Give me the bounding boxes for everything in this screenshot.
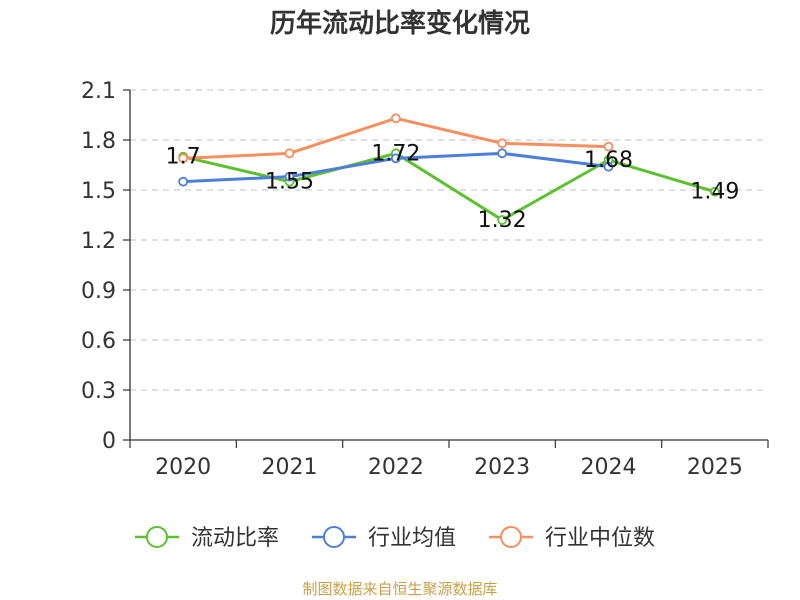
y-tick-label: 0 [102,429,116,454]
data-point [178,153,189,164]
data-point [603,141,614,152]
y-tick-label: 1.8 [81,129,116,154]
data-point [284,148,295,159]
x-tick-label: 2024 [581,455,637,480]
series-line-1 [182,151,716,222]
data-point [603,161,614,172]
x-tick-label: 2021 [262,455,318,480]
data-point [709,186,720,197]
source-note: 制图数据来自恒生聚源数据库 [302,580,497,598]
grid-lines [130,89,768,391]
legend-item-2[interactable]: 行业均值 [312,526,456,551]
data-point [497,215,508,225]
legend[interactable]: 流动比率 行业均值 行业中位数 [135,526,655,551]
data-label: 1.72 [371,141,420,166]
y-tick-label: 0.6 [81,329,116,354]
data-point [497,148,508,159]
legend-item-1[interactable]: 流动比率 [135,526,279,551]
legend-marker-icon [146,526,168,548]
data-label: 1.32 [478,208,527,233]
legend-label: 行业均值 [368,526,456,551]
data-label: 1.7 [166,145,201,170]
legend-label: 行业中位数 [545,526,655,551]
data-point [284,171,295,182]
legend-marker-icon [323,526,345,548]
axes: 0 0.3 0.6 0.9 1.2 1.5 1.8 2.1 2020 2021 2022 2023 20… [81,79,769,480]
data-point [497,138,508,149]
chart-title: 历年流动比率变化情况 [270,8,530,39]
y-tick-label: 0.9 [81,279,116,304]
y-tick-label: 1.2 [81,229,116,254]
x-tick-label: 2022 [368,455,424,480]
data-labels: 1.7 1.55 1.72 1.32 1.68 1.49 [166,141,740,233]
data-label: 1.68 [584,148,633,173]
legend-item-3[interactable]: 行业中位数 [489,526,655,551]
y-tick-label: 0.3 [81,379,116,404]
data-point [390,153,401,164]
data-label: 1.55 [265,170,314,195]
data-point [390,113,401,124]
data-point [178,176,189,187]
x-tick-label: 2020 [155,455,211,480]
x-tick-label: 2025 [687,455,743,480]
legend-marker-icon [500,526,522,548]
data-label: 1.49 [690,180,739,205]
y-tick-label: 2.1 [81,79,116,104]
y-tick-label: 1.5 [81,179,116,204]
series-lines [178,113,720,225]
legend-label: 流动比率 [191,526,279,551]
x-tick-label: 2023 [474,455,530,480]
